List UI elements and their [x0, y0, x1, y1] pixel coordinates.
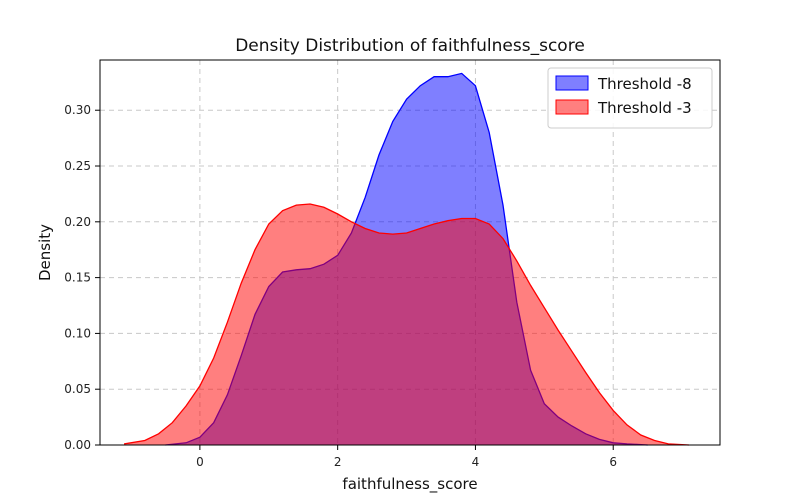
legend-label-threshold-8: Threshold -8 [597, 75, 692, 93]
y-tick-label: 0.10 [64, 326, 91, 340]
y-axis-label: Density [36, 224, 54, 281]
chart-title: Density Distribution of faithfulness_sco… [235, 36, 585, 56]
series-layer [123, 72, 690, 446]
density-line-threshold-3 [123, 203, 690, 446]
x-tick-label: 0 [196, 455, 204, 469]
legend-label-threshold-3: Threshold -3 [597, 99, 692, 117]
x-tick-label: 2 [334, 455, 342, 469]
y-tick-label: 0.00 [64, 438, 91, 452]
plot-frame [99, 59, 721, 446]
legend-box [547, 67, 713, 129]
y-tick-label: 0.05 [64, 382, 91, 396]
y-tick-label: 0.30 [64, 103, 91, 117]
x-axis-ticks: 0 2 4 6 [196, 445, 617, 469]
legend-swatch-threshold-3 [555, 99, 589, 115]
y-tick-label: 0.15 [64, 271, 91, 285]
legend: Threshold -8 Threshold -3 [547, 67, 713, 129]
x-tick-label: 6 [609, 455, 617, 469]
y-axis-ticks: 0.00 0.05 0.10 0.15 0.20 0.25 0.30 [64, 103, 100, 452]
y-tick-label: 0.25 [64, 159, 91, 173]
legend-swatch-threshold-8 [555, 75, 589, 91]
x-tick-label: 4 [472, 455, 480, 469]
density-area-threshold-3 [124, 204, 690, 445]
y-tick-label: 0.20 [64, 215, 91, 229]
x-axis-label: faithfulness_score [342, 475, 477, 494]
